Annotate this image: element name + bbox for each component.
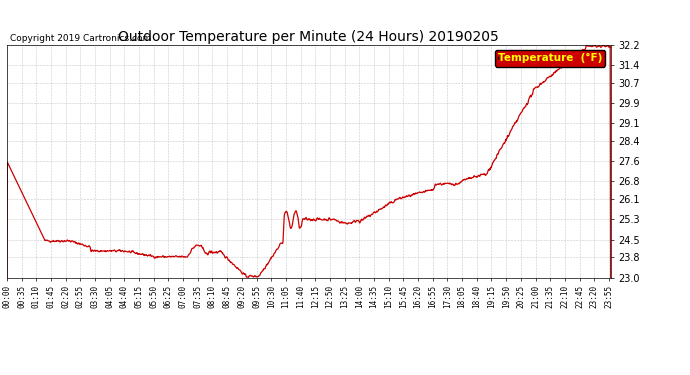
Text: Copyright 2019 Cartronics.com: Copyright 2019 Cartronics.com xyxy=(10,34,151,43)
Legend: Temperature  (°F): Temperature (°F) xyxy=(495,50,605,66)
Title: Outdoor Temperature per Minute (24 Hours) 20190205: Outdoor Temperature per Minute (24 Hours… xyxy=(119,30,499,44)
